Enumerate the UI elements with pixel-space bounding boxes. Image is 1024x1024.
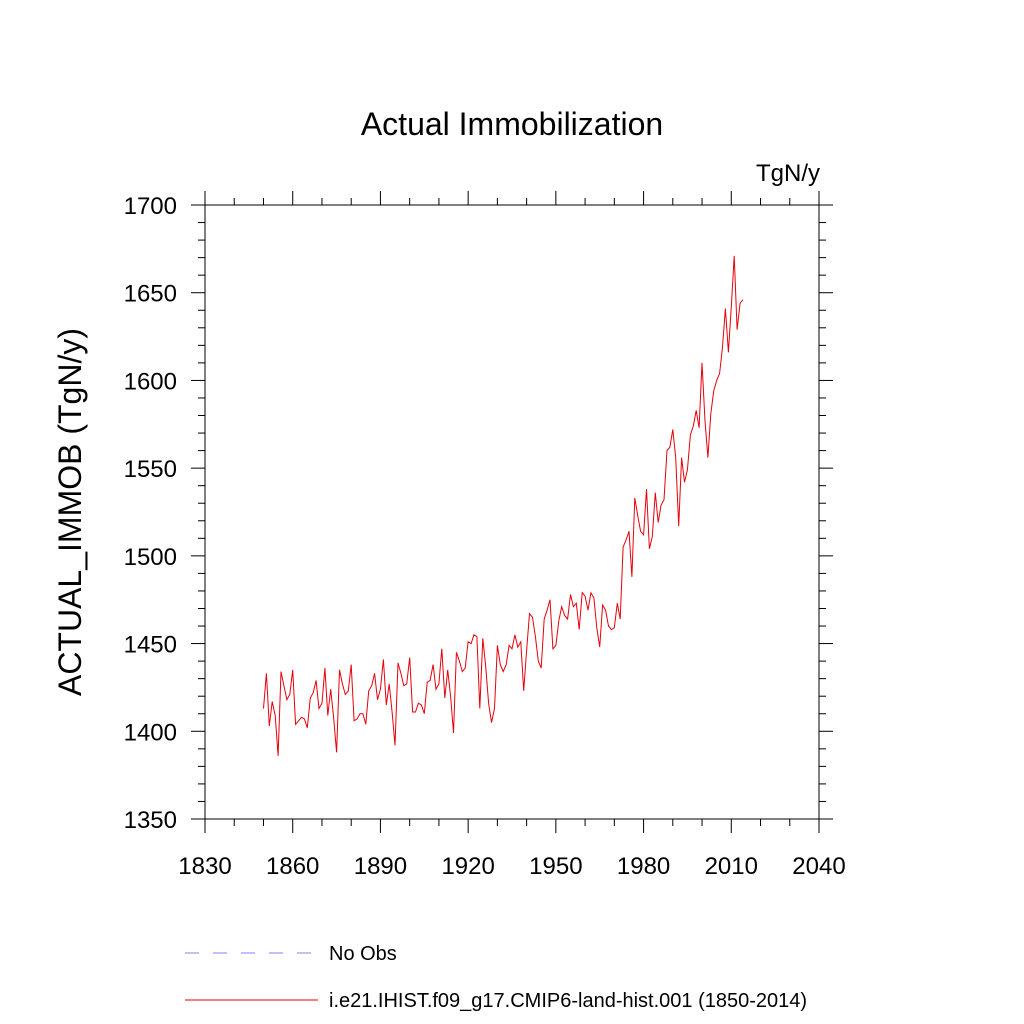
y-tick-label: 1500 xyxy=(124,544,177,571)
y-axis-label: ACTUAL_IMMOB (TgN/y) xyxy=(52,328,88,696)
units-label: TgN/y xyxy=(756,160,820,187)
chart-title: Actual Immobilization xyxy=(361,106,663,142)
x-tick-label: 2040 xyxy=(792,853,845,880)
y-tick-label: 1450 xyxy=(124,632,177,659)
x-tick-label: 2010 xyxy=(705,853,758,880)
y-tick-label: 1700 xyxy=(124,193,177,220)
y-tick-label: 1400 xyxy=(124,719,177,746)
y-tick-labels: 1350 1400 1450 1500 1550 1600 1650 1700 xyxy=(124,193,177,834)
y-tick-label: 1600 xyxy=(124,368,177,395)
y-tick-label: 1350 xyxy=(124,807,177,834)
legend-label-no-obs: No Obs xyxy=(329,943,397,965)
x-tick-label: 1830 xyxy=(178,853,231,880)
y-tick-label: 1650 xyxy=(124,281,177,308)
x-tick-label: 1950 xyxy=(529,853,582,880)
plot-frame xyxy=(204,204,820,820)
series-layer xyxy=(263,255,744,756)
x-tick-label: 1920 xyxy=(441,853,494,880)
legend-label-model-run: i.e21.IHIST.f09_g17.CMIP6-land-hist.001 … xyxy=(329,990,807,1012)
legend: No Obs i.e21.IHIST.f09_g17.CMIP6-land-hi… xyxy=(185,943,807,1012)
x-tick-label: 1980 xyxy=(617,853,670,880)
x-tick-labels: 1830 1860 1890 1920 1950 1980 2010 2040 xyxy=(178,853,845,880)
x-tick-label: 1860 xyxy=(266,853,319,880)
series-line xyxy=(263,255,744,756)
x-tick-label: 1890 xyxy=(354,853,407,880)
y-tick-label: 1550 xyxy=(124,456,177,483)
axis-ticks xyxy=(191,191,833,833)
